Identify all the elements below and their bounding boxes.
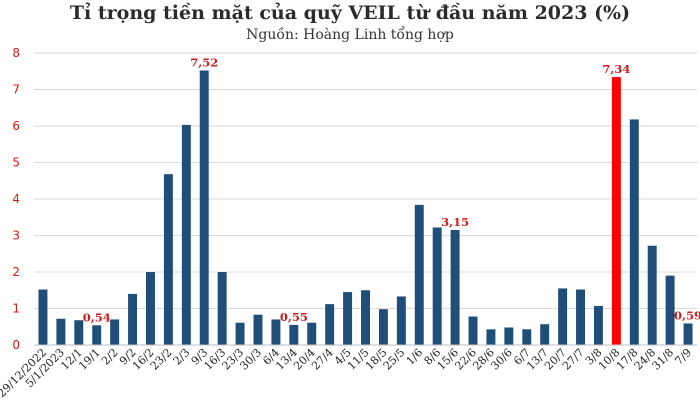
bars xyxy=(38,70,693,346)
chart-subtitle: Nguồn: Hoàng Linh tổng hợp xyxy=(246,27,454,43)
data-label: 3,15 xyxy=(441,215,469,229)
bar xyxy=(181,124,191,345)
gridlines xyxy=(34,52,697,309)
chart-title: Tỉ trọng tiền mặt của quỹ VEIL từ đầu nă… xyxy=(69,2,631,24)
bar xyxy=(396,296,406,345)
bar xyxy=(74,320,84,345)
bar xyxy=(378,309,388,345)
bar xyxy=(92,325,102,345)
bar xyxy=(325,304,335,345)
bar xyxy=(38,289,48,345)
bar xyxy=(432,227,442,345)
bar xyxy=(343,292,353,345)
bar xyxy=(629,119,639,346)
bar xyxy=(199,70,209,346)
y-tick-label: 7 xyxy=(12,83,20,97)
data-label: 7,34 xyxy=(602,62,630,76)
data-label: 0,59 xyxy=(674,308,700,322)
bar xyxy=(558,288,568,345)
bar xyxy=(611,77,621,345)
bar xyxy=(235,322,245,345)
x-axis-ticks: 29/12/20225/1/202312/119/12/29/216/223/2… xyxy=(0,346,694,400)
bar xyxy=(145,272,155,345)
y-tick-label: 6 xyxy=(12,119,20,133)
y-axis-ticks: 0 1 2 3 4 5 6 7 8 xyxy=(12,46,20,352)
bar xyxy=(361,290,370,345)
bar xyxy=(468,316,478,345)
bar xyxy=(647,245,657,345)
bar xyxy=(450,230,460,345)
y-tick-label: 3 xyxy=(12,229,20,243)
bar xyxy=(217,272,227,345)
y-tick-label: 0 xyxy=(12,338,20,352)
y-tick-label: 4 xyxy=(12,192,20,206)
bar xyxy=(56,318,66,345)
data-label: 7,52 xyxy=(190,56,218,70)
bar xyxy=(486,329,496,345)
bar xyxy=(504,327,514,345)
y-tick-label: 8 xyxy=(12,46,20,60)
bar xyxy=(593,305,603,345)
x-tick-label: 7/9 xyxy=(672,346,694,368)
bar xyxy=(110,319,120,345)
bar xyxy=(540,324,550,345)
bar xyxy=(522,329,532,345)
bar xyxy=(163,174,173,345)
data-labels: 0,54 7,52 0,55 3,15 7,34 0,59 xyxy=(83,56,700,325)
y-tick-label: 2 xyxy=(12,265,20,279)
bar xyxy=(128,293,138,345)
bar xyxy=(253,314,263,345)
bar xyxy=(307,322,317,345)
data-label: 0,55 xyxy=(280,310,308,324)
y-tick-label: 1 xyxy=(12,302,20,316)
data-label: 0,54 xyxy=(83,310,111,324)
bar xyxy=(665,275,675,345)
bar xyxy=(271,319,281,345)
bar xyxy=(414,204,424,345)
bar xyxy=(289,324,299,345)
y-tick-label: 5 xyxy=(12,156,20,170)
bar xyxy=(576,289,586,345)
bar xyxy=(683,323,693,345)
